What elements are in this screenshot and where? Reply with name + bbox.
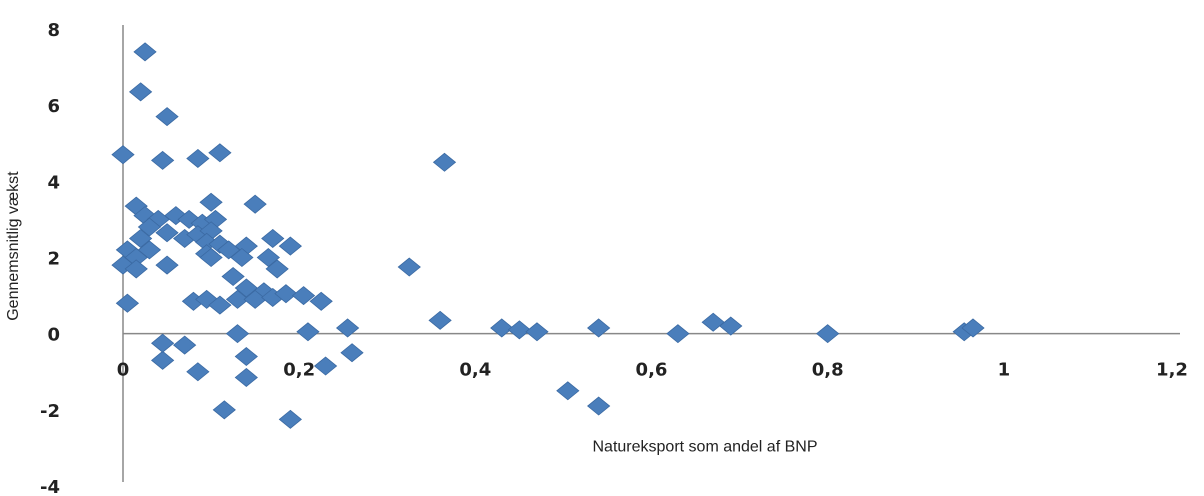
data-point — [961, 318, 985, 338]
data-point — [507, 320, 532, 340]
y-tick-label: -4 — [40, 477, 60, 496]
data-point — [115, 293, 140, 313]
data-point — [234, 346, 258, 367]
x-axis-title: Natureksport som andel af BNP — [593, 439, 818, 456]
x-tick-label: 1,2 — [1156, 360, 1188, 381]
data-point — [490, 318, 514, 338]
plot-area: 8 6 4 2 0 -2 -4 0 0,2 0,4 0,6 0,8 1 1,2 — [40, 20, 1188, 496]
data-point — [199, 192, 223, 212]
data-point — [265, 259, 289, 279]
data-point — [137, 240, 162, 260]
data-point — [221, 267, 245, 287]
data-point — [212, 400, 236, 420]
data-point — [278, 236, 302, 256]
x-tick-label: 0,4 — [459, 360, 491, 381]
data-point — [225, 289, 250, 309]
data-point — [208, 143, 232, 163]
data-point — [340, 343, 364, 363]
x-tick-label: 0,8 — [812, 360, 844, 381]
data-point — [199, 247, 223, 268]
data-point — [111, 145, 135, 165]
y-tick-label: -2 — [40, 401, 60, 422]
data-point — [208, 295, 232, 315]
y-tick-label: 4 — [47, 172, 60, 193]
data-point — [155, 223, 179, 243]
y-tick-label: 6 — [47, 96, 60, 117]
data-point — [128, 228, 153, 248]
data-point — [234, 367, 258, 387]
y-tick-label: 2 — [47, 249, 60, 270]
data-point — [719, 316, 743, 336]
data-point — [186, 148, 210, 169]
data-point — [666, 324, 690, 344]
data-points — [111, 42, 985, 429]
data-point — [151, 333, 175, 353]
data-point — [335, 318, 360, 338]
data-point — [274, 284, 298, 304]
data-point — [234, 278, 258, 298]
data-point — [155, 255, 179, 275]
x-tick-label: 0,2 — [283, 360, 315, 381]
data-point — [128, 82, 153, 102]
data-point — [173, 335, 197, 355]
data-point — [133, 42, 157, 62]
data-point — [291, 286, 316, 306]
data-point — [155, 107, 179, 127]
data-point — [309, 291, 333, 311]
data-point — [525, 322, 549, 342]
y-tick-label: 8 — [47, 20, 60, 41]
data-point — [186, 362, 210, 382]
data-point — [397, 257, 421, 277]
data-point — [278, 409, 302, 429]
x-tick-labels: 0 0,2 0,4 0,6 0,8 1 1,2 — [117, 360, 1188, 381]
y-axis-title: Gennemsnitlig vækst — [5, 171, 22, 321]
data-point — [225, 324, 250, 344]
x-tick-label: 1 — [998, 360, 1011, 381]
data-point — [816, 324, 840, 344]
data-point — [296, 322, 320, 342]
data-point — [256, 247, 280, 268]
data-point — [261, 228, 285, 248]
data-point — [124, 259, 148, 279]
data-point — [151, 350, 175, 370]
data-point — [701, 312, 725, 332]
x-tick-label: 0 — [117, 360, 130, 381]
x-tick-label: 0,6 — [636, 360, 668, 381]
data-point — [587, 396, 611, 416]
y-tick-labels: 8 6 4 2 0 -2 -4 — [40, 20, 60, 496]
data-point — [230, 247, 254, 268]
data-point — [587, 318, 611, 338]
data-point — [556, 381, 580, 401]
data-point — [428, 310, 452, 330]
data-point — [432, 152, 457, 172]
data-point — [137, 217, 162, 237]
data-point — [313, 356, 338, 376]
data-point — [151, 150, 175, 170]
data-point — [243, 194, 267, 214]
y-tick-label: 0 — [47, 325, 60, 346]
